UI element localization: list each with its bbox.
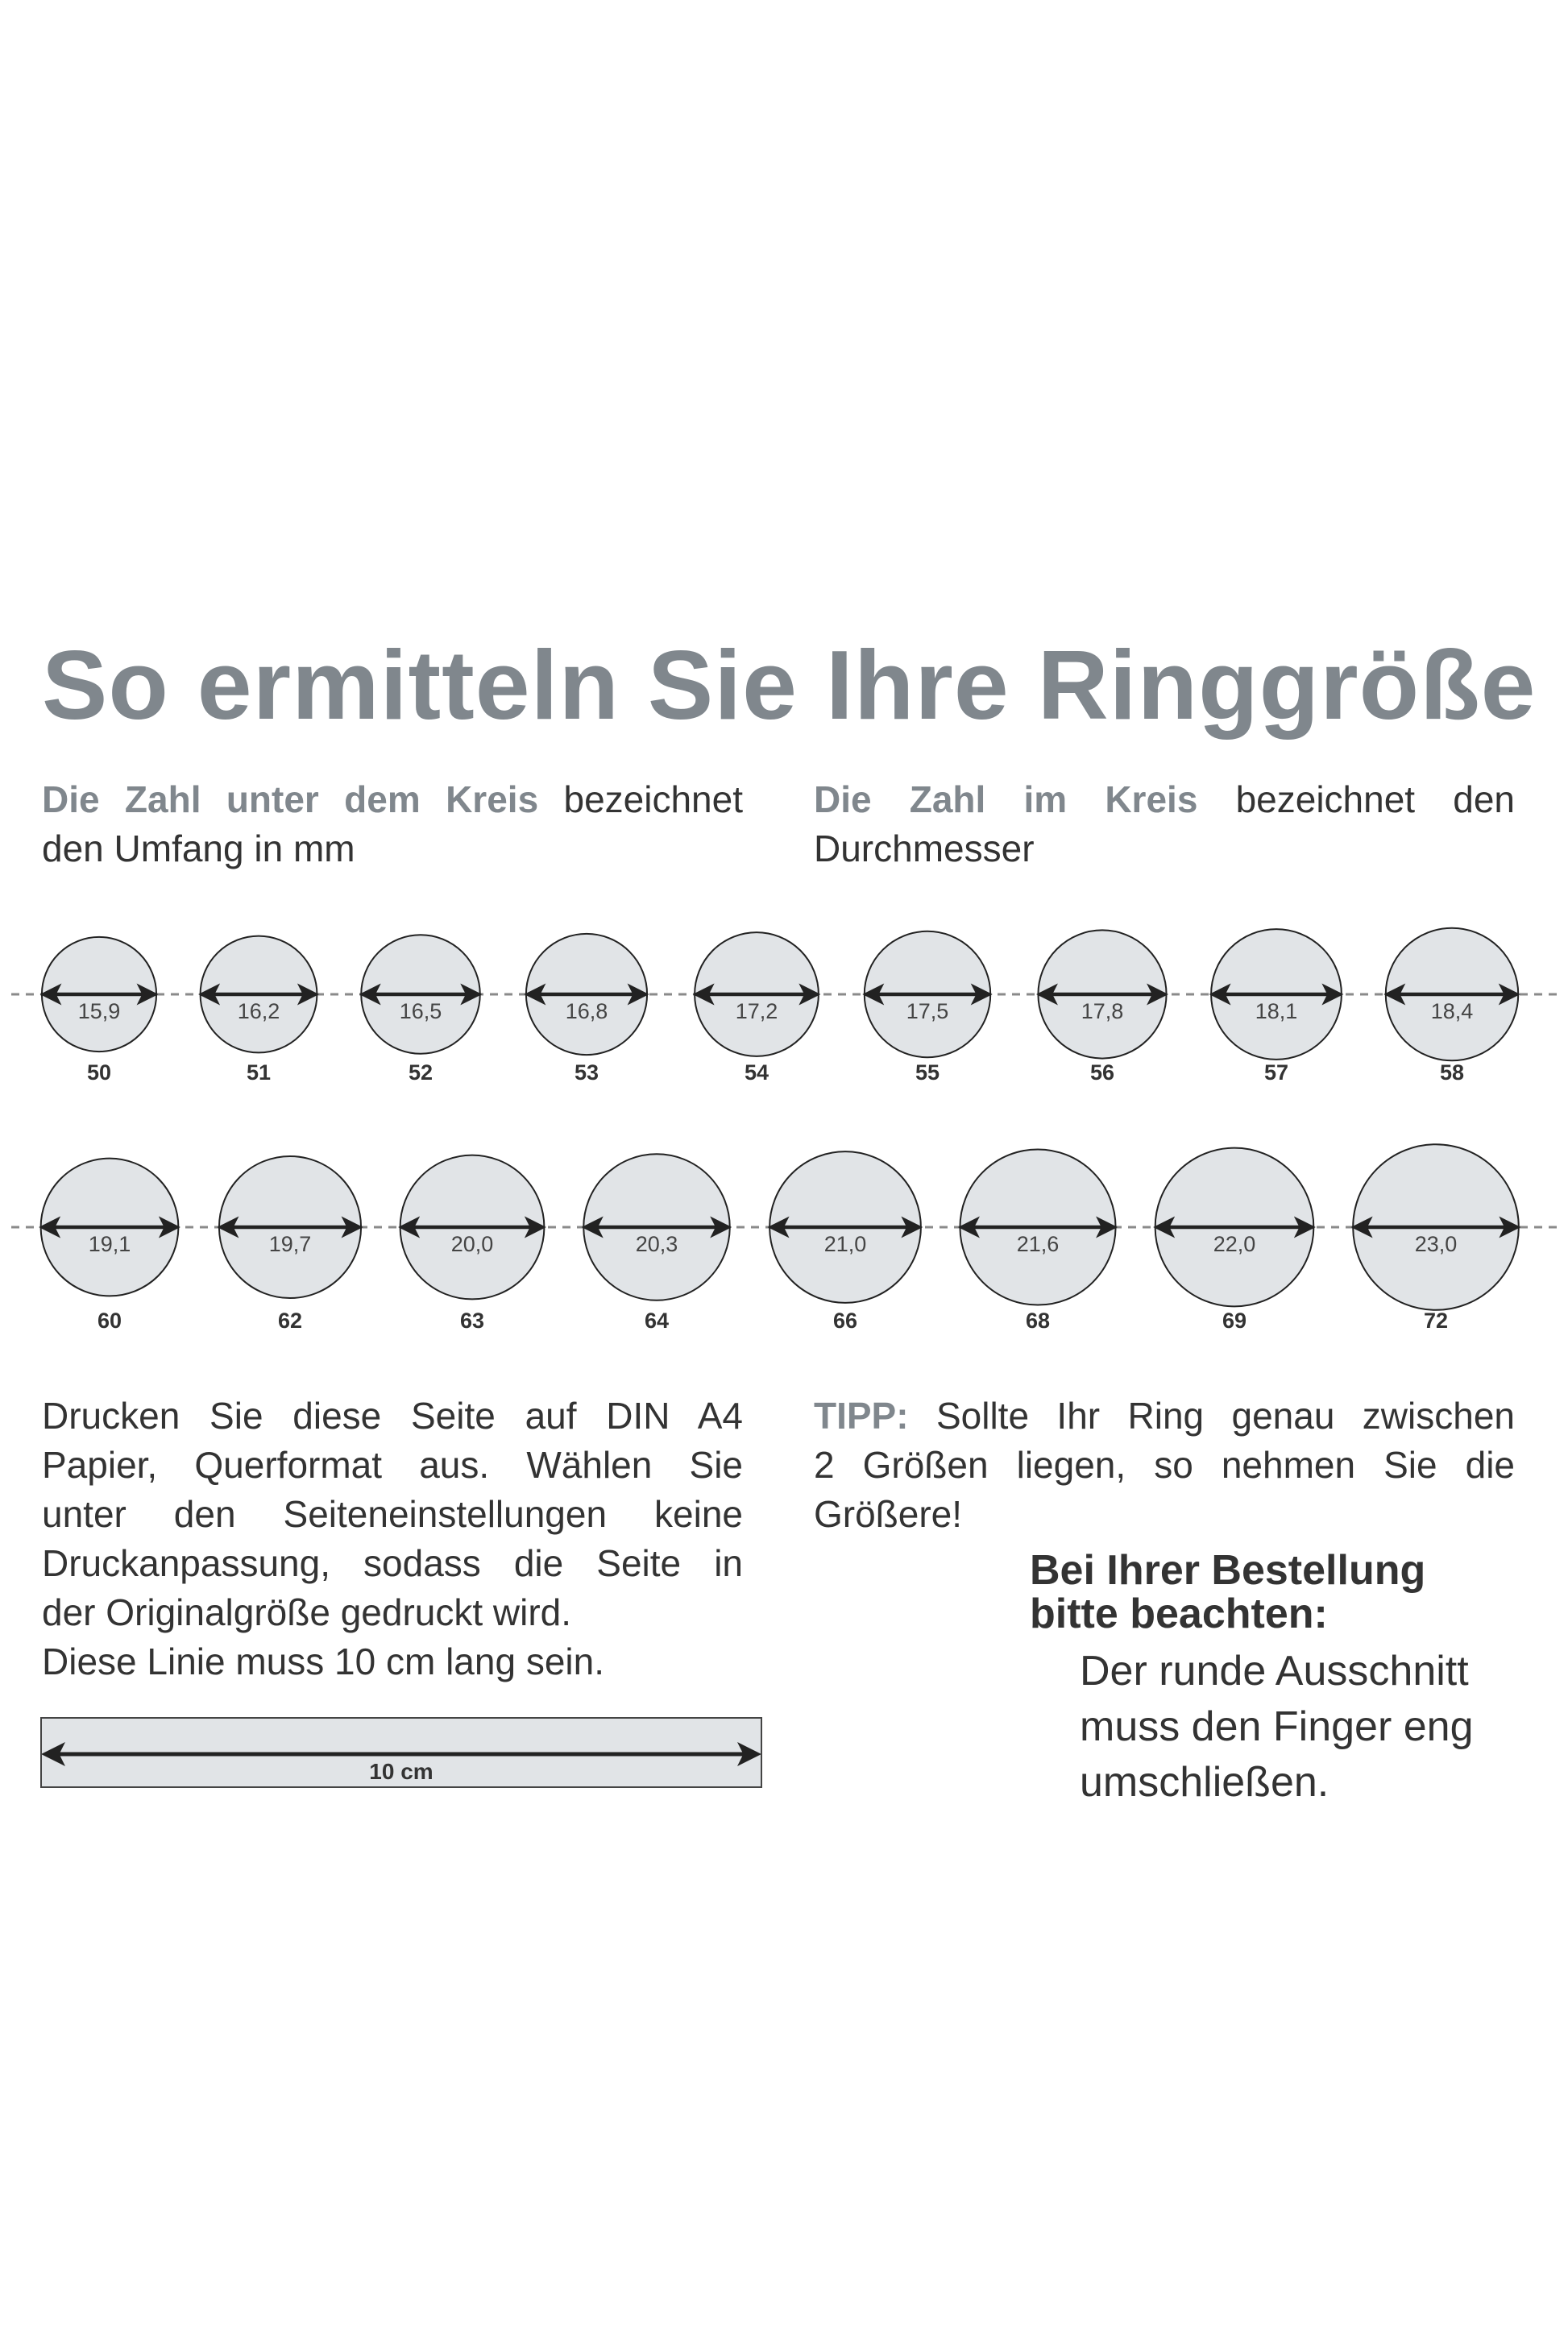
order-text-line: Der runde Ausschnitt xyxy=(1080,1648,1469,1695)
ring-size-label: 50 xyxy=(87,1060,111,1085)
ring-size-label: 62 xyxy=(278,1309,302,1333)
ring-diameter-label: 23,0 xyxy=(1415,1232,1458,1256)
tip-line1: TIPP: Sollte Ihr Ring genau zwischen xyxy=(814,1392,1515,1441)
ring-diameter-label: 16,5 xyxy=(400,999,442,1023)
ruler-label: 10 cm xyxy=(369,1759,433,1784)
ring-diameter-label: 17,8 xyxy=(1081,999,1124,1023)
instruction-line: Druckanpassung, sodass die Seite in xyxy=(42,1542,743,1584)
ring-diameter-label: 17,2 xyxy=(736,999,778,1023)
ring-diameter-label: 15,9 xyxy=(78,999,121,1023)
ring-size-chart: 15,9 50 16,2 51 16,5 52 16,8 53 17,2 54 17,5 55 17,8… xyxy=(11,927,1563,1333)
tip-label: TIPP: xyxy=(814,1395,909,1437)
tip-line3: Größere! xyxy=(814,1493,963,1535)
ring-size-label: 60 xyxy=(97,1309,122,1333)
ring-size-label: 66 xyxy=(833,1309,857,1333)
ring-diameter-label: 21,6 xyxy=(1017,1232,1060,1256)
intro-left-highlight: Die Zahl unter dem Kreis xyxy=(42,778,539,820)
intro-right: Die Zahl im Kreis bezeichnet den Durchme… xyxy=(814,775,1515,873)
ring-size-label: 53 xyxy=(575,1060,599,1085)
ring-size-label: 51 xyxy=(247,1060,271,1085)
order-heading-line: bitte beachten: xyxy=(1030,1591,1328,1637)
ring-diameter-label: 22,0 xyxy=(1213,1232,1256,1256)
tip-line2: 2 Größen liegen, so nehmen Sie die xyxy=(814,1444,1515,1486)
ring-diameter-label: 21,0 xyxy=(824,1232,867,1256)
order-note-heading: Bei Ihrer Bestellung bitte beachten: xyxy=(1030,1549,1425,1636)
instruction-line: unter den Seiteneinstellungen keine xyxy=(42,1493,743,1535)
ring-diameter-label: 16,8 xyxy=(566,999,608,1023)
ring-diameter-label: 19,1 xyxy=(89,1232,131,1256)
tip: TIPP: Sollte Ihr Ring genau zwischen 2 G… xyxy=(814,1392,1515,1539)
ring-diameter-label: 20,3 xyxy=(636,1232,678,1256)
tip-rest: Sollte Ihr Ring genau zwischen xyxy=(908,1395,1515,1437)
ruler-10cm: 10 cm xyxy=(40,1717,762,1788)
instruction-line: Diese Linie muss 10 cm lang sein. xyxy=(42,1641,604,1682)
instruction-line: Drucken Sie diese Seite auf DIN A4 xyxy=(42,1395,743,1437)
intro-left: Die Zahl unter dem Kreis bezeichnet den … xyxy=(42,775,743,873)
page-title: So ermitteln Sie Ihre Ringgröße xyxy=(42,630,1537,740)
ring-diameter-label: 16,2 xyxy=(238,999,280,1023)
order-heading-line: Bei Ihrer Bestellung xyxy=(1030,1547,1426,1594)
order-note-text: Der runde Ausschnitt muss den Finger eng… xyxy=(1080,1644,1474,1811)
instruction-line: der Originalgröße gedruckt wird. xyxy=(42,1591,572,1633)
intro-left-rest: bezeichnet xyxy=(538,778,743,820)
intro-right-line1: Die Zahl im Kreis bezeichnet den xyxy=(814,775,1515,824)
ring-diameter-label: 20,0 xyxy=(451,1232,494,1256)
intro-left-line1: Die Zahl unter dem Kreis bezeichnet xyxy=(42,775,743,824)
intro-left-line2: den Umfang in mm xyxy=(42,828,355,869)
ring-size-label: 58 xyxy=(1440,1060,1464,1085)
ruler-arrow-icon xyxy=(42,1742,761,1766)
ring-diameter-label: 18,4 xyxy=(1431,999,1474,1023)
ring-diameter-label: 19,7 xyxy=(269,1232,312,1256)
ring-size-label: 63 xyxy=(460,1309,484,1333)
ring-size-label: 57 xyxy=(1264,1060,1288,1085)
ring-size-label: 54 xyxy=(745,1060,769,1085)
ring-size-label: 55 xyxy=(915,1060,940,1085)
ring-size-label: 52 xyxy=(409,1060,433,1085)
ring-size-label: 72 xyxy=(1424,1309,1448,1333)
order-text-line: umschließen. xyxy=(1080,1759,1329,1806)
intro-right-rest: bezeichnet den xyxy=(1197,778,1515,820)
ring-size-label: 64 xyxy=(645,1309,669,1333)
ring-size-label: 56 xyxy=(1090,1060,1114,1085)
ring-diameter-label: 17,5 xyxy=(906,999,949,1023)
instruction-line: Papier, Querformat aus. Wählen Sie xyxy=(42,1444,743,1486)
intro-right-line2: Durchmesser xyxy=(814,828,1035,869)
ring-size-label: 68 xyxy=(1026,1309,1050,1333)
ring-size-label: 69 xyxy=(1222,1309,1247,1333)
order-text-line: muss den Finger eng xyxy=(1080,1703,1474,1750)
intro-right-highlight: Die Zahl im Kreis xyxy=(814,778,1198,820)
ring-diameter-label: 18,1 xyxy=(1255,999,1298,1023)
print-instructions: Drucken Sie diese Seite auf DIN A4 Papie… xyxy=(42,1392,743,1686)
